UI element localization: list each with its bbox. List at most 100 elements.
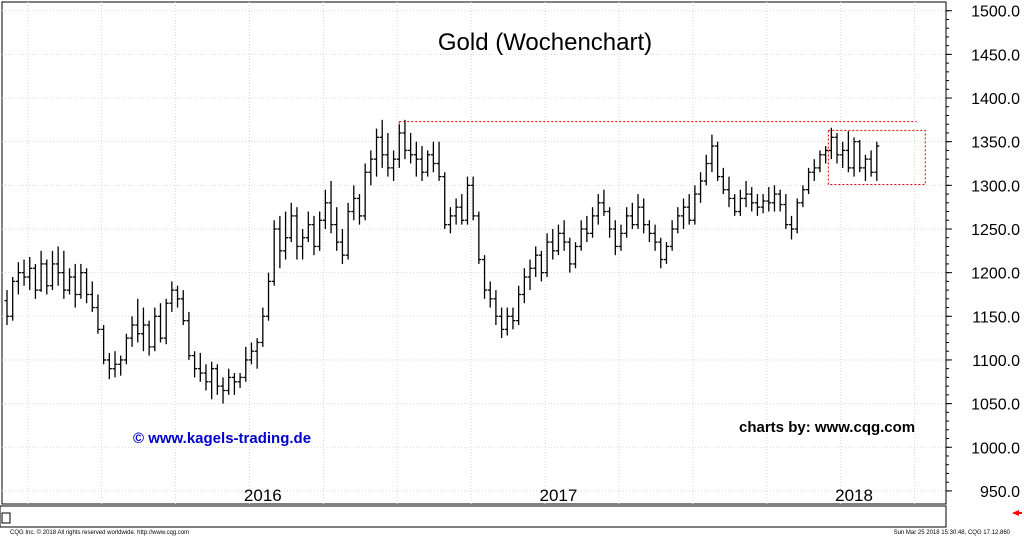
y-tick-label: 1100.0 (972, 353, 1020, 370)
ohlc-bar (135, 298, 141, 343)
ohlc-bar (652, 224, 658, 251)
x-year-label: 2018 (835, 486, 873, 505)
scroll-right-arrow-icon[interactable] (1012, 510, 1019, 516)
ohlc-bar (601, 189, 607, 216)
ohlc-bar (192, 351, 198, 378)
ohlc-bar (754, 194, 760, 216)
ohlc-bar (703, 154, 709, 186)
ohlc-bar (4, 290, 10, 326)
ohlc-bar (248, 342, 254, 365)
ohlc-bar (771, 185, 777, 212)
ohlc-bar (175, 285, 181, 308)
ohlc-bar (402, 119, 408, 160)
ohlc-bar (271, 220, 277, 286)
ohlc-bar (800, 185, 806, 208)
ohlc-bar (334, 207, 340, 251)
ohlc-bar (641, 198, 647, 234)
ohlc-bar (15, 262, 21, 295)
ohlc-bar (442, 172, 448, 229)
ohlc-bar (595, 194, 601, 225)
ohlc-bar (726, 176, 732, 208)
ohlc-bar (663, 242, 669, 264)
ohlc-bar (783, 194, 789, 229)
watermark-kagels: © www.kagels-trading.de (133, 430, 311, 447)
ohlc-bar (430, 141, 436, 173)
ohlc-bar (629, 202, 635, 229)
ohlc-bar (464, 176, 470, 225)
ohlc-bar (49, 250, 55, 291)
ohlc-bar (169, 281, 175, 312)
ohlc-bar (658, 237, 664, 269)
ohlc-bar (89, 281, 95, 312)
ohlc-bar (447, 207, 453, 234)
chart-title: Gold (Wochenchart) (438, 29, 652, 56)
ohlc-bar (590, 207, 596, 238)
ohlc-bar (521, 268, 527, 304)
x-year-label: 2016 (244, 486, 282, 505)
ohlc-bar (157, 303, 163, 343)
ohlc-bar (732, 194, 738, 216)
ohlc-bar (283, 211, 289, 260)
ohlc-bar (391, 150, 397, 181)
ohlc-bar (220, 377, 226, 404)
ohlc-bar (163, 298, 169, 345)
ohlc-bar (374, 128, 380, 177)
ohlc-bar (95, 294, 101, 334)
ohlc-bar (203, 364, 209, 391)
ohlc-bar (561, 220, 567, 251)
y-tick-label: 1300.0 (971, 178, 1020, 195)
ohlc-bar (578, 220, 584, 251)
ohlc-bar (129, 316, 135, 347)
footer-copyright: CQG Inc. © 2018 All rights reserved worl… (10, 529, 189, 536)
ohlc-bar (84, 268, 90, 304)
ohlc-bar (874, 141, 880, 181)
ohlc-bar (504, 307, 510, 336)
ohlc-bar (618, 224, 624, 251)
consolidation-box (827, 129, 926, 185)
ohlc-bar (612, 220, 618, 256)
ohlc-bar (146, 320, 152, 356)
x-year-label: 2017 (540, 486, 578, 505)
ohlc-bar (573, 242, 578, 269)
grid-layer (2, 2, 946, 504)
ohlc-bar (408, 132, 414, 164)
ohlc-bar (817, 150, 823, 173)
ohlc-bar (681, 198, 687, 229)
ohlc-bar (231, 373, 237, 395)
ohlc-bar (720, 167, 726, 195)
ohlc-bar (379, 119, 385, 168)
y-tick-label: 1150.0 (972, 309, 1020, 326)
scroll-left-box-icon[interactable] (1, 512, 11, 524)
ohlc-bar (544, 233, 550, 278)
ohlc-bar (510, 307, 516, 330)
ohlc-bar (845, 131, 851, 173)
ohlc-bar (311, 215, 317, 256)
ohlc-bar (61, 250, 67, 299)
ohlc-bar (868, 150, 874, 177)
ohlc-bar (743, 180, 749, 208)
ohlc-bar (67, 268, 73, 295)
ohlc-bar (118, 355, 124, 376)
ohlc-bar (152, 307, 158, 352)
ohlc-bar (260, 307, 266, 347)
ohlc-bar (300, 228, 306, 260)
ohlc-bar (516, 285, 522, 326)
ohlc-bar (646, 220, 652, 243)
ohlc-bar (10, 277, 16, 321)
ohlc-bars (4, 119, 880, 404)
ohlc-bar (362, 163, 368, 221)
ohlc-bar (123, 333, 129, 365)
ohlc-bar (857, 139, 863, 173)
ohlc-bar (254, 338, 260, 369)
ohlc-bar (288, 202, 294, 243)
ohlc-bar (635, 194, 641, 229)
ohlc-bar (538, 250, 544, 282)
ohlc-bar (789, 215, 795, 240)
ohlc-bar (197, 352, 203, 382)
ohlc-bar (766, 187, 772, 212)
ohlc-bar (266, 272, 272, 321)
ohlc-bar (317, 211, 323, 251)
watermark-cqg: charts by: www.cqg.com (739, 419, 915, 436)
ohlc-bar (834, 132, 840, 164)
ohlc-bar (106, 352, 112, 380)
